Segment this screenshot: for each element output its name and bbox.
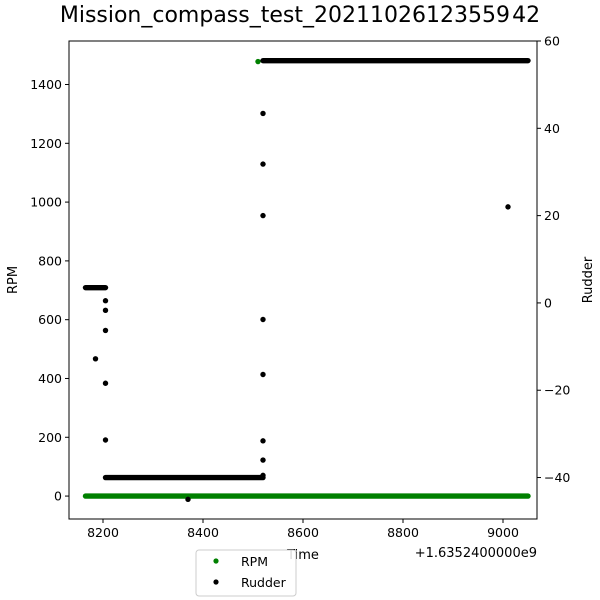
y-left-tick-label: 1400 bbox=[30, 77, 62, 92]
legend-label-rudder: Rudder bbox=[241, 575, 287, 590]
legend-marker-rudder bbox=[213, 579, 219, 585]
series-rudder-point-12 bbox=[260, 438, 266, 444]
series-rudder-point-4 bbox=[102, 380, 109, 386]
y-right-tick-label: −40 bbox=[544, 470, 570, 485]
series-rudder-point-14 bbox=[260, 472, 266, 479]
y-left-tick-label: 800 bbox=[38, 253, 62, 268]
x-tick-label: 8600 bbox=[287, 525, 319, 540]
x-tick-label: 8400 bbox=[187, 525, 219, 540]
y-right-tick-label: 60 bbox=[544, 34, 560, 49]
y-left-tick-label: 400 bbox=[38, 371, 62, 386]
series-rudder-point-5 bbox=[102, 437, 109, 443]
legend-box bbox=[195, 549, 297, 597]
series-rpm-point-0 bbox=[255, 58, 261, 65]
series-rudder-point-11 bbox=[260, 371, 266, 378]
series-rudder-point-7 bbox=[260, 110, 266, 117]
y-right-tick-label: 0 bbox=[544, 295, 552, 310]
y-left-tick-label: 0 bbox=[54, 489, 62, 504]
y-left-tick-label: 200 bbox=[38, 430, 62, 445]
y-left-tick-label: 600 bbox=[38, 312, 62, 327]
series-rudder-point-8 bbox=[260, 161, 266, 167]
x-tick-label: 8200 bbox=[87, 525, 119, 540]
y-left-tick-label: 1000 bbox=[30, 195, 62, 210]
series-rudder-point-10 bbox=[260, 316, 266, 323]
x-offset-label: +1.6352400000e9 bbox=[415, 546, 537, 561]
series-rudder-point-1 bbox=[102, 298, 109, 304]
y-right-tick-label: 40 bbox=[544, 121, 560, 136]
y-left-axis-label: RPM bbox=[6, 266, 21, 294]
series-rudder-point-13 bbox=[260, 457, 266, 463]
legend-marker-rpm bbox=[213, 558, 219, 564]
series-rudder-point-3 bbox=[102, 327, 109, 334]
y-left-tick-label: 1200 bbox=[30, 136, 62, 151]
plot-frame bbox=[68, 40, 538, 520]
y-right-axis-label: Rudder bbox=[581, 256, 596, 303]
legend-label-rpm: RPM bbox=[241, 554, 268, 569]
series-rudder-point-0 bbox=[92, 356, 99, 362]
y-right-ticks: −40 −20 0 20 40 60 bbox=[537, 34, 570, 485]
x-ticks: 8200 8400 8600 8800 9000 bbox=[87, 519, 519, 540]
series-rudder-point-9 bbox=[260, 212, 266, 219]
y-right-tick-label: −20 bbox=[544, 383, 570, 398]
y-right-tick-label: 20 bbox=[544, 208, 560, 223]
series-rudder-point-6 bbox=[185, 496, 191, 503]
chart-title: Mission_compass_test_20211026123559 42 bbox=[60, 3, 540, 28]
x-tick-label: 9000 bbox=[487, 525, 519, 540]
y-left-ticks: 0 200 400 600 800 1000 1200 1400 bbox=[30, 77, 69, 504]
legend: RPM Rudder bbox=[195, 549, 297, 597]
series-rudder-point-15 bbox=[505, 204, 511, 210]
x-tick-label: 8800 bbox=[387, 525, 419, 540]
chart-marks bbox=[82, 57, 531, 503]
series-rudder-point-2 bbox=[102, 307, 109, 314]
